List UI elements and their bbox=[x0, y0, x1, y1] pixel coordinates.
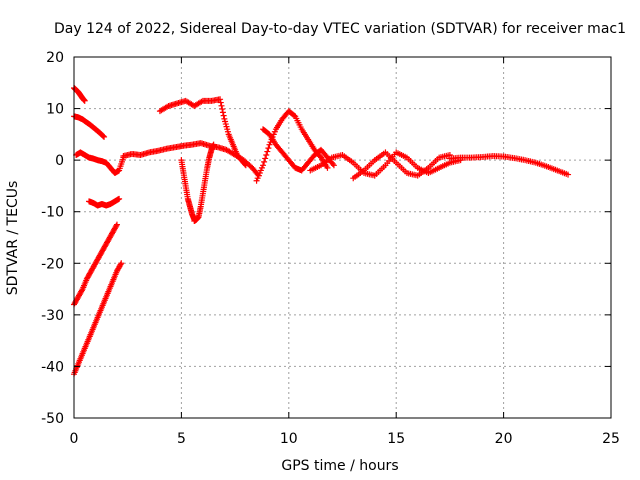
data-point bbox=[242, 162, 249, 169]
data-point bbox=[100, 133, 107, 140]
series-arc-n bbox=[350, 149, 453, 182]
data-point bbox=[329, 161, 336, 168]
y-tick-label: -20 bbox=[41, 256, 64, 272]
y-tick-label: -10 bbox=[41, 205, 64, 221]
y-tick-label: -50 bbox=[41, 411, 64, 427]
series-arc-k bbox=[253, 108, 331, 184]
y-tick-label: 10 bbox=[46, 102, 64, 118]
axis-ticks: 0 5 10 15 20 25 -50 -40 -30 -20 -10 0 10 20 bbox=[41, 50, 620, 447]
x-tick-label: 5 bbox=[177, 431, 186, 447]
series-arc-d bbox=[86, 195, 123, 209]
data-point bbox=[118, 260, 125, 267]
data-point bbox=[81, 97, 88, 104]
data-point bbox=[101, 133, 108, 140]
data-point bbox=[316, 153, 323, 160]
data-point bbox=[330, 162, 337, 169]
y-axis-label: SDTVAR / TECUs bbox=[5, 181, 21, 296]
data-point bbox=[262, 155, 269, 162]
series-arc-j bbox=[191, 141, 217, 224]
data-point bbox=[210, 141, 217, 148]
series-arc-h bbox=[156, 96, 249, 169]
series-arc-o bbox=[446, 153, 572, 178]
data-point bbox=[117, 261, 124, 268]
data-point bbox=[265, 145, 272, 152]
x-tick-label: 10 bbox=[280, 431, 298, 447]
data-marks bbox=[71, 84, 572, 378]
data-point bbox=[113, 222, 120, 229]
x-tick-label: 0 bbox=[70, 431, 79, 447]
y-tick-label: 20 bbox=[46, 50, 64, 66]
data-point bbox=[264, 148, 271, 155]
data-point bbox=[217, 96, 224, 103]
data-point bbox=[260, 162, 267, 169]
data-point bbox=[219, 106, 226, 113]
data-point bbox=[116, 195, 123, 202]
data-point bbox=[263, 151, 270, 158]
y-tick-label: -30 bbox=[41, 308, 64, 324]
data-point bbox=[565, 171, 572, 178]
data-point bbox=[113, 221, 120, 228]
data-point bbox=[218, 102, 225, 109]
series-arc-c bbox=[73, 149, 127, 177]
x-axis-label: GPS time / hours bbox=[281, 458, 398, 474]
series-arc-e bbox=[71, 221, 120, 308]
x-tick-label: 15 bbox=[387, 431, 405, 447]
plot-frame bbox=[73, 56, 612, 419]
data-point bbox=[242, 161, 249, 168]
data-point bbox=[219, 109, 226, 116]
series-arc-f bbox=[71, 260, 125, 378]
y-tick-label: -40 bbox=[41, 359, 64, 375]
y-tick-label: 0 bbox=[55, 153, 64, 169]
series-arc-b bbox=[71, 113, 108, 140]
data-point bbox=[291, 112, 298, 119]
data-point bbox=[220, 112, 227, 119]
grid bbox=[74, 57, 611, 418]
data-point bbox=[217, 99, 224, 106]
x-tick-label: 20 bbox=[495, 431, 513, 447]
x-tick-label: 25 bbox=[602, 431, 620, 447]
data-point bbox=[324, 164, 331, 171]
data-point bbox=[78, 287, 85, 294]
data-point bbox=[261, 158, 268, 165]
chart-title: Day 124 of 2022, Sidereal Day-to-day VTE… bbox=[54, 21, 626, 37]
